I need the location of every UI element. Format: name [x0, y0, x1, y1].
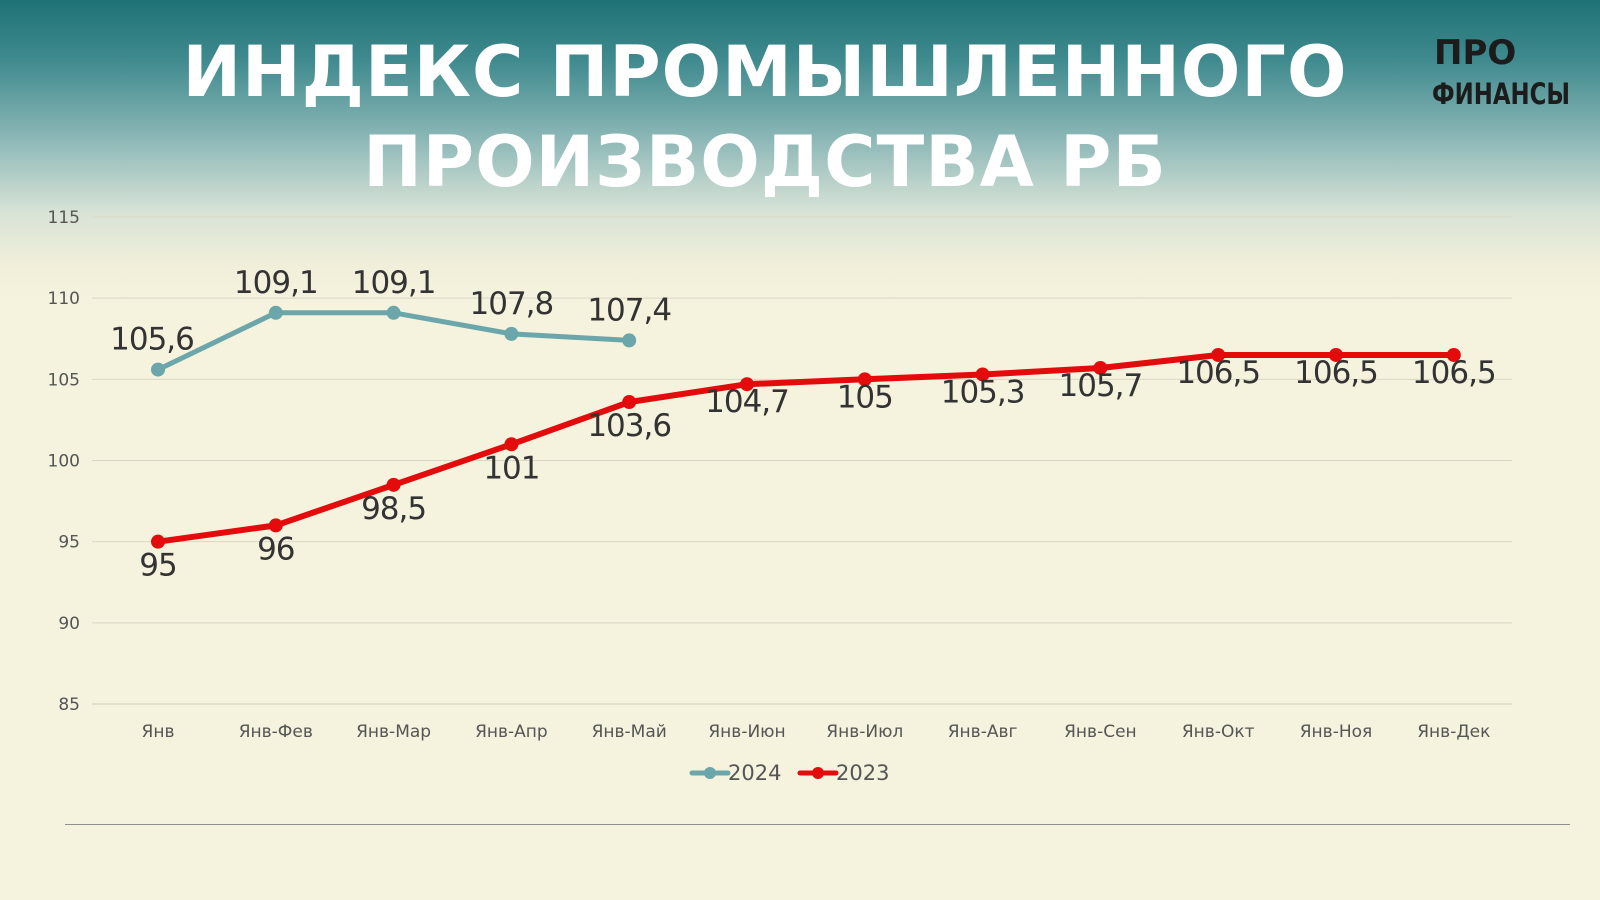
chart-grid: [92, 216, 1512, 705]
x-tick-label: Янв-Сен: [1064, 722, 1137, 742]
data-point-2024[interactable]: [622, 333, 637, 348]
chart-legend[interactable]: 2024 2023: [689, 761, 889, 785]
data-label-2023: 106,5: [1294, 355, 1378, 391]
x-tick-label: Янв-Авг: [948, 722, 1018, 742]
legend-item-2024[interactable]: 2024: [689, 761, 781, 785]
data-point-2023[interactable]: [151, 534, 165, 549]
chart-series: [151, 305, 1461, 549]
y-axis: 85 90 95 100 105 110 115: [48, 208, 80, 715]
y-tick-label: 90: [58, 614, 80, 634]
legend-item-2023[interactable]: 2023: [797, 761, 889, 785]
data-label-2023: 95: [139, 548, 176, 584]
x-tick-label: Янв: [142, 722, 175, 742]
data-label-2023: 96: [257, 531, 294, 567]
data-label-2023: 105,7: [1059, 368, 1143, 404]
series-line-2024: [155, 310, 632, 373]
data-point-2023[interactable]: [504, 437, 519, 452]
data-label-2023: 103,6: [587, 408, 671, 444]
y-tick-label: 105: [48, 370, 80, 390]
data-label-2024: 109,1: [352, 265, 436, 301]
data-point-2023[interactable]: [975, 367, 990, 382]
data-label-2024: 105,6: [110, 322, 194, 358]
legend-swatch-marker: [704, 767, 716, 779]
data-label-2023: 105: [837, 379, 893, 415]
x-tick-label: Янв-Ноя: [1300, 722, 1373, 742]
legend-swatch-marker: [812, 767, 824, 779]
x-tick-label: Янв-Апр: [475, 722, 548, 742]
x-tick-label: Янв-Мар: [356, 722, 431, 742]
data-label-2024: 107,4: [587, 292, 671, 328]
x-tick-label: Янв-Май: [592, 722, 667, 742]
data-label-2023: 106,5: [1176, 355, 1260, 391]
data-point-2023[interactable]: [386, 477, 401, 492]
bottom-divider: [65, 824, 1570, 825]
page-title-line-2: ПРОИЗВОДСТВА РБ: [363, 121, 1167, 203]
x-tick-label: Янв-Окт: [1182, 722, 1255, 742]
data-point-2023[interactable]: [1446, 347, 1461, 362]
series-line-2023: [155, 352, 1457, 545]
data-label-2024: 107,8: [470, 286, 554, 322]
y-tick-label: 85: [58, 695, 80, 715]
data-point-2023[interactable]: [622, 395, 637, 410]
legend-label: 2023: [836, 761, 889, 785]
data-point-2023[interactable]: [1211, 347, 1226, 362]
data-labels: 105,6 109,1 109,1 107,8 107,4 95 96 98,5 101 103,…: [110, 265, 1497, 584]
data-point-2024[interactable]: [386, 305, 401, 320]
y-tick-label: 115: [48, 208, 80, 228]
brand-logo-graphic: ПРО ФИНАНСЫ: [1432, 33, 1570, 111]
data-point-2024[interactable]: [268, 305, 283, 320]
data-point-2024[interactable]: [151, 362, 165, 377]
y-tick-label: 100: [48, 452, 80, 472]
data-label-2023: 104,7: [705, 384, 789, 420]
data-point-2023[interactable]: [268, 518, 283, 533]
data-label-2023: 98,5: [361, 491, 426, 527]
data-point-2023[interactable]: [1329, 347, 1343, 362]
x-tick-label: Янв-Июл: [826, 722, 903, 742]
x-tick-label: Янв-Фев: [239, 722, 313, 742]
page-title-line-1: ИНДЕКС ПРОМЫШЛЕННОГО: [182, 31, 1348, 113]
data-point-2023[interactable]: [857, 372, 872, 387]
x-tick-label: Янв-Дек: [1417, 722, 1490, 742]
data-label-2023: 101: [483, 450, 539, 486]
data-point-2023[interactable]: [1093, 360, 1108, 375]
legend-label: 2024: [728, 761, 781, 785]
data-label-2023: 105,3: [941, 374, 1025, 410]
data-label-2023: 106,5: [1412, 355, 1496, 391]
data-point-2024[interactable]: [504, 326, 519, 341]
brand-logo: ПРО ФИНАНСЫ: [1432, 24, 1572, 116]
x-axis: Янв Янв-Фев Янв-Мар Янв-Апр Янв-Май Янв-Июн Ян…: [142, 722, 1491, 742]
x-tick-label: Янв-Июн: [708, 722, 785, 742]
brand-logo-line-2: ФИНАНСЫ: [1432, 77, 1570, 111]
y-tick-label: 110: [48, 289, 80, 309]
data-label-2024: 109,1: [234, 265, 318, 301]
brand-logo-line-1: ПРО: [1434, 33, 1516, 73]
data-point-2023[interactable]: [740, 377, 754, 392]
y-tick-label: 95: [58, 533, 80, 553]
